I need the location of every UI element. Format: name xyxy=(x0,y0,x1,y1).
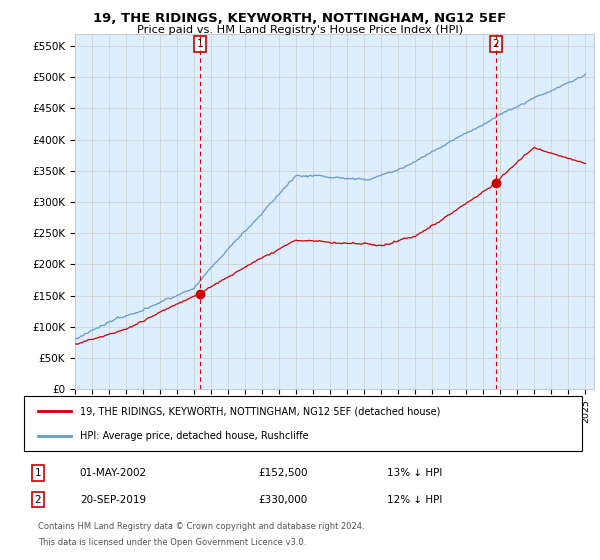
Text: 2: 2 xyxy=(35,494,41,505)
Text: £330,000: £330,000 xyxy=(259,494,308,505)
Text: HPI: Average price, detached house, Rushcliffe: HPI: Average price, detached house, Rush… xyxy=(80,431,308,441)
FancyBboxPatch shape xyxy=(24,396,582,451)
Text: 19, THE RIDINGS, KEYWORTH, NOTTINGHAM, NG12 5EF: 19, THE RIDINGS, KEYWORTH, NOTTINGHAM, N… xyxy=(94,12,506,25)
Text: 1: 1 xyxy=(35,468,41,478)
Text: 13% ↓ HPI: 13% ↓ HPI xyxy=(387,468,442,478)
Text: 19, THE RIDINGS, KEYWORTH, NOTTINGHAM, NG12 5EF (detached house): 19, THE RIDINGS, KEYWORTH, NOTTINGHAM, N… xyxy=(80,406,440,416)
Text: 01-MAY-2002: 01-MAY-2002 xyxy=(80,468,147,478)
Text: £152,500: £152,500 xyxy=(259,468,308,478)
Text: This data is licensed under the Open Government Licence v3.0.: This data is licensed under the Open Gov… xyxy=(38,538,307,547)
Text: Contains HM Land Registry data © Crown copyright and database right 2024.: Contains HM Land Registry data © Crown c… xyxy=(38,522,365,531)
Text: 20-SEP-2019: 20-SEP-2019 xyxy=(80,494,146,505)
Text: Price paid vs. HM Land Registry's House Price Index (HPI): Price paid vs. HM Land Registry's House … xyxy=(137,25,463,35)
Text: 1: 1 xyxy=(196,39,203,49)
Text: 2: 2 xyxy=(493,39,499,49)
Text: 12% ↓ HPI: 12% ↓ HPI xyxy=(387,494,442,505)
